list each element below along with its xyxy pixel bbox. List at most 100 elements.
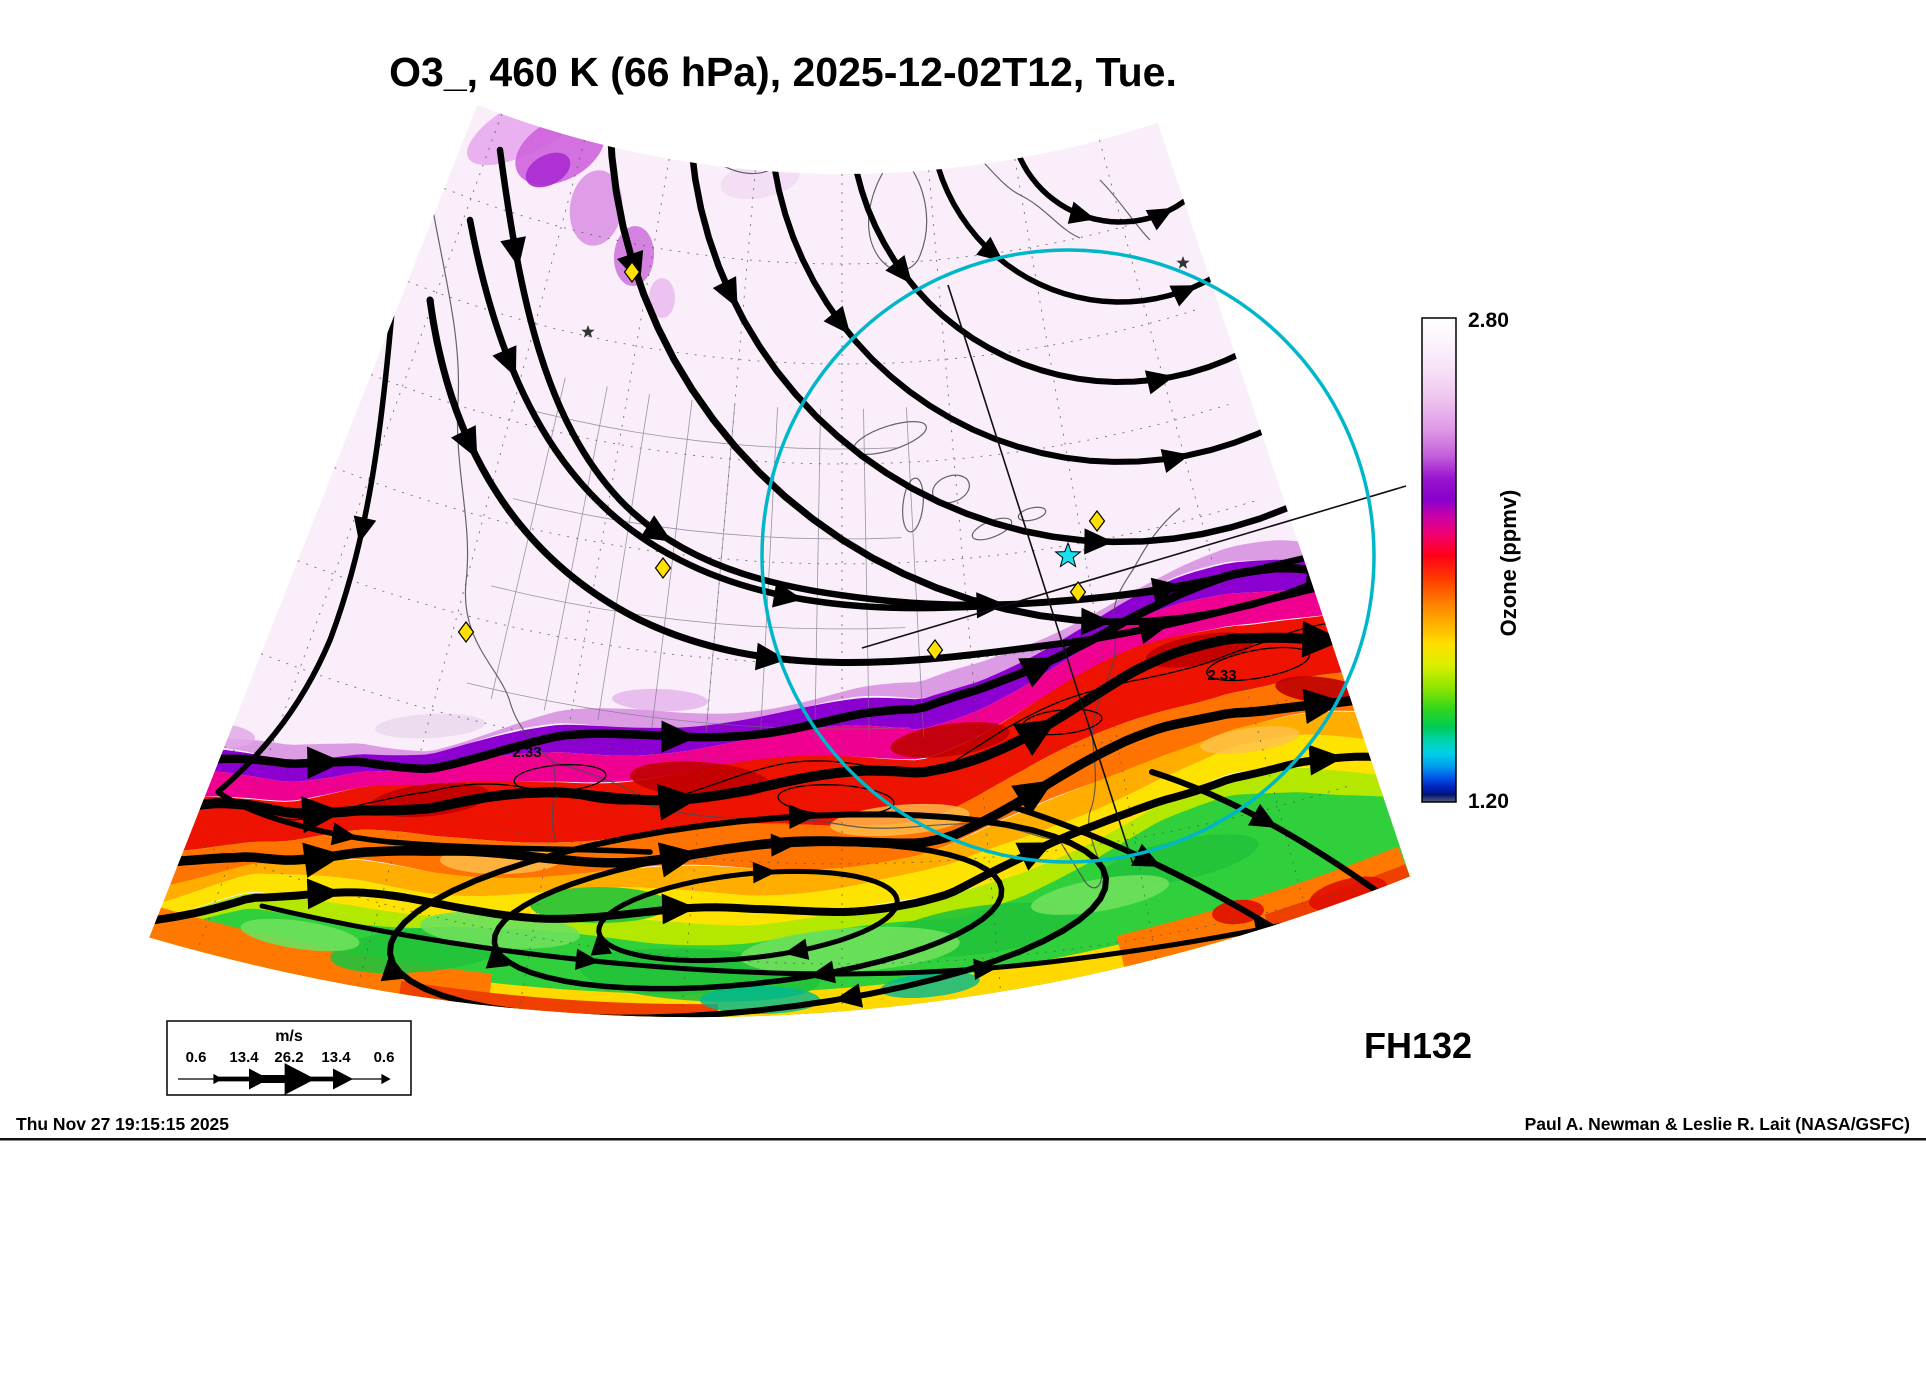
bottom-edge-orange-band: [149, 846, 1410, 1018]
streamline-arrowhead: [752, 861, 778, 884]
streamline-arrowhead: [492, 345, 517, 378]
streamline: [149, 628, 1410, 819]
bottom-rule: [0, 1138, 1926, 1141]
map: [149, 104, 1607, 1018]
basemap-star-symbol: [581, 325, 595, 338]
ozone-contour-loop: [1206, 646, 1310, 682]
great-lake-outline: [902, 477, 924, 533]
state-border: [534, 410, 898, 450]
colorbar-min-label: 1.20: [1468, 790, 1509, 813]
streamline-arrowhead: [1150, 577, 1182, 604]
figure-title: O3_, 460 K (66 hPa), 2025-12-02T12, Tue.: [389, 49, 1177, 95]
streamline-arrowhead: [788, 804, 817, 829]
wind-scale-arrowhead: [249, 1068, 269, 1090]
field-texture-blob: [880, 971, 980, 999]
station-diamond-marker: [1088, 510, 1106, 532]
ozone-band: [149, 559, 1410, 782]
state-border: [651, 399, 693, 728]
state-borders-layer: [466, 377, 924, 739]
streamline-arrowhead: [330, 822, 358, 846]
station-diamond-marker: [457, 621, 475, 643]
streamline-arrowhead: [885, 255, 913, 285]
streamline-arrowhead: [640, 515, 672, 542]
map-overlays: 2.33 2.33: [457, 248, 1407, 865]
wind-legend-units: m/s: [275, 1028, 303, 1045]
streamline-arrowhead: [1131, 843, 1162, 867]
streamline-arrowhead: [301, 796, 344, 834]
ground-track-line: [947, 284, 1134, 865]
streamline-arrowhead: [661, 720, 698, 753]
colorbar-max-label: 2.80: [1468, 309, 1509, 332]
wind-scale-arrowhead: [284, 1063, 316, 1095]
streamline-arrowhead: [1084, 528, 1114, 555]
streamline-arrowhead: [1570, 293, 1607, 332]
field-texture-blob: [525, 152, 571, 188]
ozone-contour-loop: [513, 763, 607, 793]
streamline-arrowhead: [380, 952, 406, 982]
streamline-arrowhead: [1145, 207, 1174, 231]
streamline-arrowhead: [1436, 207, 1468, 240]
wind-legend-value: 0.6: [374, 1049, 395, 1066]
state-border: [543, 386, 608, 711]
streamline-arrowhead: [307, 746, 344, 779]
streamline-arrowhead: [770, 833, 797, 857]
streamline-arrowhead: [451, 425, 478, 459]
streamline: [149, 563, 1410, 780]
streamline-arrowhead: [1160, 448, 1191, 473]
state-border: [814, 408, 821, 739]
streamline-arrowhead: [1247, 803, 1278, 828]
observer-star-marker: [1054, 541, 1082, 568]
streamline-arrowhead: [574, 948, 600, 971]
streamline-arrowhead: [1137, 617, 1171, 645]
field-texture-blob: [1101, 834, 1259, 886]
field-texture-blob: [1275, 676, 1365, 704]
streamline-arrowhead: [1144, 370, 1175, 395]
field-texture-blob: [740, 926, 960, 974]
streamline-arrowhead: [1497, 264, 1532, 301]
range-ring: [760, 248, 1376, 864]
forecast-hour-label: FH132: [1364, 1025, 1472, 1066]
streamline-arrowhead: [1301, 620, 1344, 658]
streamline-arrowhead: [833, 983, 864, 1008]
colorbar: 2.80 1.20 Ozone (ppmv): [1421, 309, 1521, 813]
streamline-arrowhead: [754, 642, 787, 671]
streamline: [426, 296, 1334, 667]
streamline-arrowhead: [976, 236, 1004, 262]
basemap-star-symbol: [1176, 256, 1190, 269]
wind-scale-arrowhead: [333, 1068, 353, 1090]
colorbar-gradient-bar: [1421, 317, 1457, 803]
streamline-arrowhead: [783, 938, 810, 960]
ozone-band: [149, 767, 1410, 946]
wind-legend-value: 13.4: [321, 1049, 351, 1066]
state-border: [597, 393, 650, 720]
field-texture-blob: [649, 278, 675, 318]
great-lake-outline: [1017, 506, 1047, 522]
streamline-arrowhead: [1081, 607, 1113, 636]
state-border: [466, 682, 910, 730]
field-texture-blob: [612, 688, 708, 712]
streamline-arrowhead: [590, 930, 613, 956]
streamline: [149, 752, 1410, 925]
streamline-arrowhead: [1359, 188, 1383, 218]
footer-credit: Paul A. Newman & Leslie R. Lait (NASA/GS…: [1525, 1114, 1910, 1134]
streamline-arrowhead: [712, 276, 738, 308]
wind-scale-arrowhead: [381, 1073, 391, 1085]
streamline-arrowhead: [661, 893, 697, 925]
streamline-arrowhead: [306, 878, 342, 910]
streamline-arrowhead: [1272, 920, 1303, 946]
wind-legend-value: 26.2: [274, 1049, 303, 1066]
streamline-arrowhead: [1012, 718, 1058, 756]
contour-value-label: 2.33: [1207, 667, 1236, 684]
latitude-gridline: [224, 746, 1349, 865]
field-texture-blob: [569, 170, 623, 246]
field-texture-blob: [240, 918, 360, 952]
streamline-arrowhead: [1011, 780, 1054, 816]
state-border: [863, 408, 870, 739]
wind-legend-value: 13.4: [229, 1049, 259, 1066]
wind-legend: m/s 0.6 13.4 26.2 13.4 0.6: [166, 1020, 412, 1096]
streamline-arrowhead: [1067, 201, 1096, 224]
field-texture-blob: [1200, 726, 1300, 754]
streamline-arrowhead: [1169, 285, 1198, 307]
contour-value-label: 2.33: [512, 744, 541, 761]
